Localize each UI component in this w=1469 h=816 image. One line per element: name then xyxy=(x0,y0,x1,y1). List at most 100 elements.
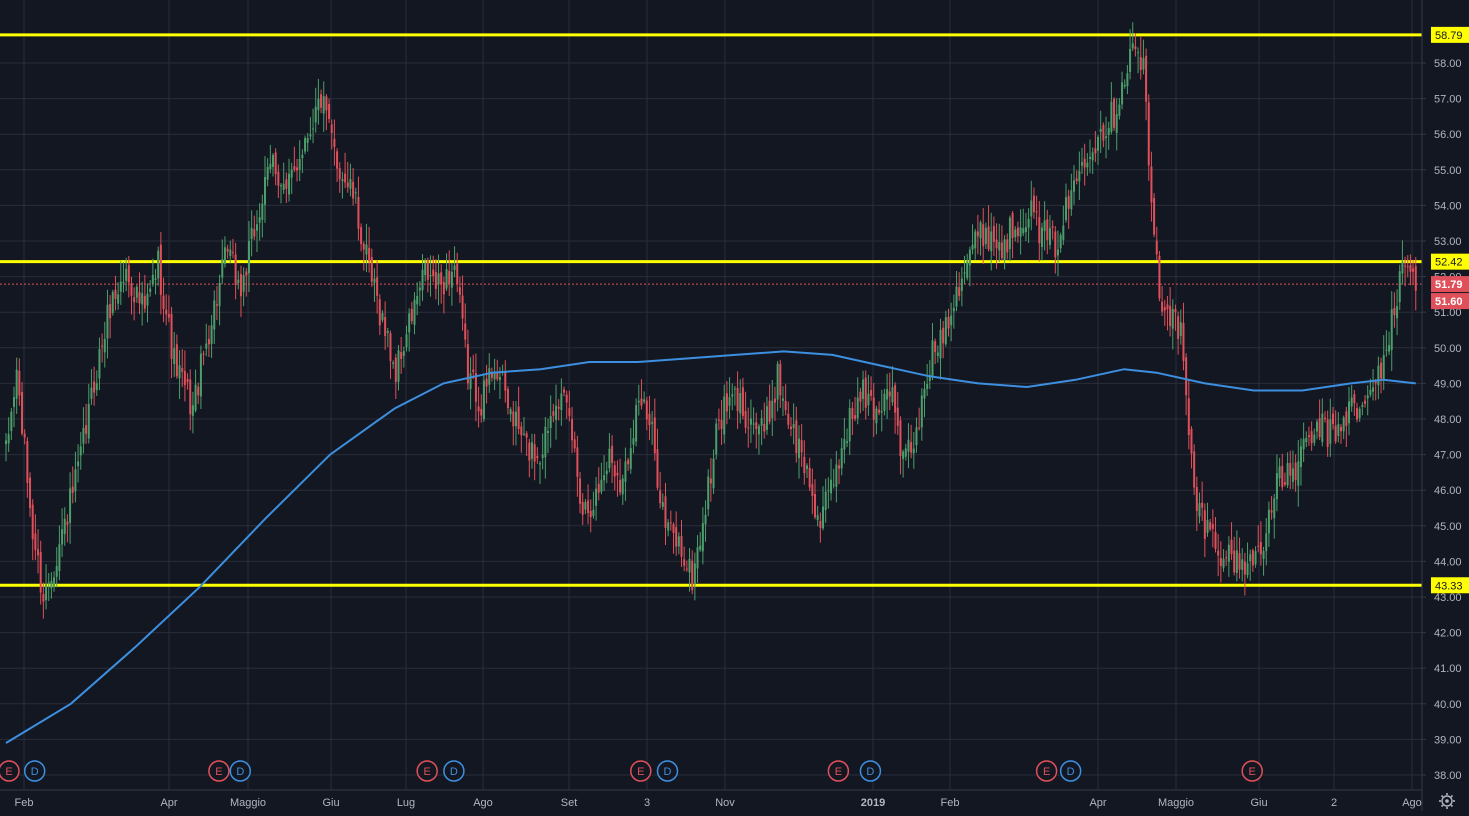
candle-body xyxy=(1086,162,1089,168)
candle-body xyxy=(902,451,905,459)
candle-body xyxy=(63,518,66,535)
dividends-marker[interactable]: D xyxy=(859,760,882,782)
candle-body xyxy=(547,430,550,433)
x-tick-label: Ago xyxy=(473,797,493,809)
candle-body xyxy=(223,247,226,264)
y-tick-label: 50.00 xyxy=(1434,343,1462,355)
candle-body xyxy=(1388,345,1391,352)
candle-body xyxy=(891,387,894,403)
settings-gear-icon[interactable] xyxy=(1439,793,1455,809)
candle-body xyxy=(811,484,814,497)
candle-body xyxy=(485,378,488,387)
candle-body xyxy=(191,405,194,416)
candle-body xyxy=(79,446,82,456)
earnings-marker[interactable]: E xyxy=(0,760,20,782)
candle-body xyxy=(282,183,285,190)
y-tick-label: 44.00 xyxy=(1434,556,1462,568)
earnings-marker[interactable]: E xyxy=(208,760,230,782)
candle-body xyxy=(1243,561,1246,575)
x-tick-label: Maggio xyxy=(230,797,266,809)
candle-body xyxy=(894,385,897,413)
candle-body xyxy=(830,479,833,494)
candle-body xyxy=(1278,466,1281,479)
candle-body xyxy=(360,227,363,245)
dividends-marker[interactable]: D xyxy=(23,760,46,782)
dividends-marker[interactable]: D xyxy=(1059,760,1082,782)
candle-body xyxy=(1372,387,1375,392)
candle-body xyxy=(1230,539,1233,555)
candle-body xyxy=(1177,316,1180,339)
candle-body xyxy=(1019,227,1022,237)
candle-body xyxy=(119,281,122,292)
candle-body xyxy=(1051,226,1054,228)
moving-average-line xyxy=(5,350,1416,744)
candle-body xyxy=(918,427,921,429)
candle-body xyxy=(1286,463,1289,486)
candle-body xyxy=(872,397,875,420)
earnings-marker[interactable]: E xyxy=(416,760,438,782)
candle-body xyxy=(645,400,648,420)
candle-body xyxy=(1214,531,1217,549)
candle-body xyxy=(130,283,133,296)
candle-body xyxy=(747,427,750,429)
candle-body xyxy=(541,454,544,458)
candle-body xyxy=(18,370,21,396)
candle-body xyxy=(1142,58,1145,70)
candle-body xyxy=(896,407,899,426)
candle-body xyxy=(707,476,710,510)
candle-body xyxy=(263,177,266,205)
candle-body xyxy=(1283,482,1286,485)
candle-body xyxy=(10,411,13,431)
y-tick-label: 40.00 xyxy=(1434,699,1462,711)
candle-body xyxy=(701,523,704,552)
candle-body xyxy=(867,393,870,406)
candle-body xyxy=(384,317,387,337)
candle-body xyxy=(362,243,365,250)
earnings-marker[interactable]: E xyxy=(1035,760,1058,782)
candle-body xyxy=(189,379,192,415)
candle-body xyxy=(1171,309,1174,329)
candle-body xyxy=(146,293,149,306)
candle-body xyxy=(1401,261,1404,274)
candle-body xyxy=(530,442,533,459)
candle-body xyxy=(1329,419,1332,444)
candle-body xyxy=(725,393,728,412)
candle-body xyxy=(1323,417,1326,420)
candle-body xyxy=(1225,557,1228,559)
candle-body xyxy=(741,387,744,416)
candle-body xyxy=(109,304,112,319)
candle-body xyxy=(95,383,98,391)
candle-body xyxy=(74,469,77,492)
candle-body xyxy=(592,509,595,516)
horizontal-levels[interactable] xyxy=(0,33,1422,587)
dividends-marker[interactable]: D xyxy=(656,760,679,782)
candle-body xyxy=(250,227,253,240)
candle-body xyxy=(878,409,881,413)
candle-body xyxy=(888,391,891,397)
candle-body xyxy=(1134,46,1137,50)
candle-body xyxy=(325,96,328,111)
candle-body xyxy=(274,152,277,175)
x-tick-label: Apr xyxy=(1089,797,1106,809)
candle-body xyxy=(1150,166,1153,203)
candle-body xyxy=(170,313,173,359)
dividends-marker[interactable]: D xyxy=(229,760,252,782)
candle-body xyxy=(103,338,106,353)
candle-body xyxy=(127,265,130,283)
candle-body xyxy=(272,154,274,167)
earnings-marker[interactable]: E xyxy=(827,760,850,782)
candle-body xyxy=(728,397,731,406)
y-tick-label: 51.00 xyxy=(1434,307,1462,319)
event-marker-circle xyxy=(443,760,465,782)
earnings-marker[interactable]: E xyxy=(630,760,652,782)
candle-body xyxy=(175,344,178,377)
candle-body xyxy=(266,166,269,180)
earnings-marker[interactable]: E xyxy=(1241,760,1263,782)
candle-body xyxy=(392,362,395,364)
candle-body xyxy=(533,444,536,462)
dividends-marker[interactable]: D xyxy=(443,760,465,782)
candle-body xyxy=(717,419,720,421)
